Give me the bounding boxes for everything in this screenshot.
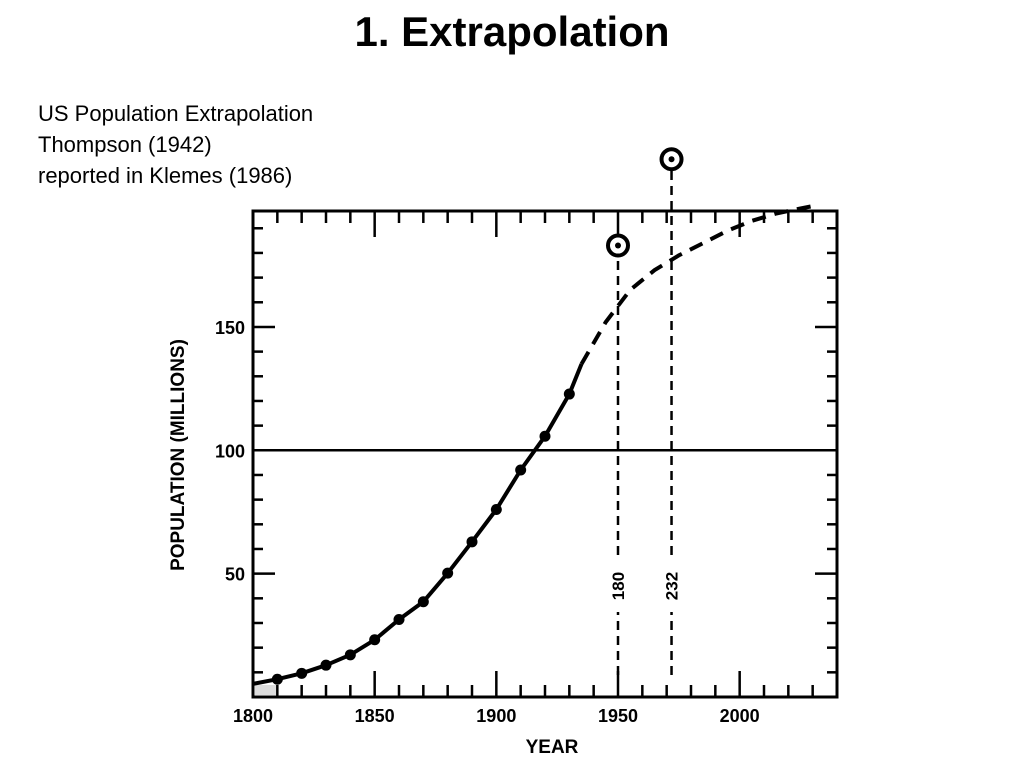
caption-line-1: US Population Extrapolation xyxy=(38,101,314,126)
marker-label: 232 xyxy=(663,572,682,600)
marker-circle-center xyxy=(615,242,621,249)
y-axis-title: POPULATION (MILLIONS) xyxy=(168,339,189,571)
slide-title: 1. Extrapolation xyxy=(354,8,670,55)
x-tick-label: 1950 xyxy=(598,706,638,726)
x-axis-title: YEAR xyxy=(526,737,579,758)
caption-line-3: reported in Klemes (1986) xyxy=(38,163,293,188)
marker-label-bg xyxy=(659,560,684,612)
origin-corner xyxy=(255,685,277,695)
marker-label-bg xyxy=(606,560,630,612)
caption-line-2: Thompson (1942) xyxy=(38,132,212,157)
extrapolation-dashed-line xyxy=(579,204,814,366)
x-tick-label: 1850 xyxy=(355,706,395,726)
observed-population-line xyxy=(252,363,584,686)
y-tick-label: 50 xyxy=(225,565,245,585)
plot-frame xyxy=(251,209,839,699)
chart-caption: US Population Extrapolation Thompson (19… xyxy=(38,98,313,191)
x-tick-label: 1800 xyxy=(233,706,273,726)
marker-circle-center xyxy=(668,156,675,163)
marker-label: 180 xyxy=(609,572,628,600)
y-tick-label: 150 xyxy=(215,318,245,338)
y-tick-label: 100 xyxy=(215,441,245,461)
x-tick-label: 1900 xyxy=(476,706,516,726)
x-tick-label: 2000 xyxy=(720,706,760,726)
